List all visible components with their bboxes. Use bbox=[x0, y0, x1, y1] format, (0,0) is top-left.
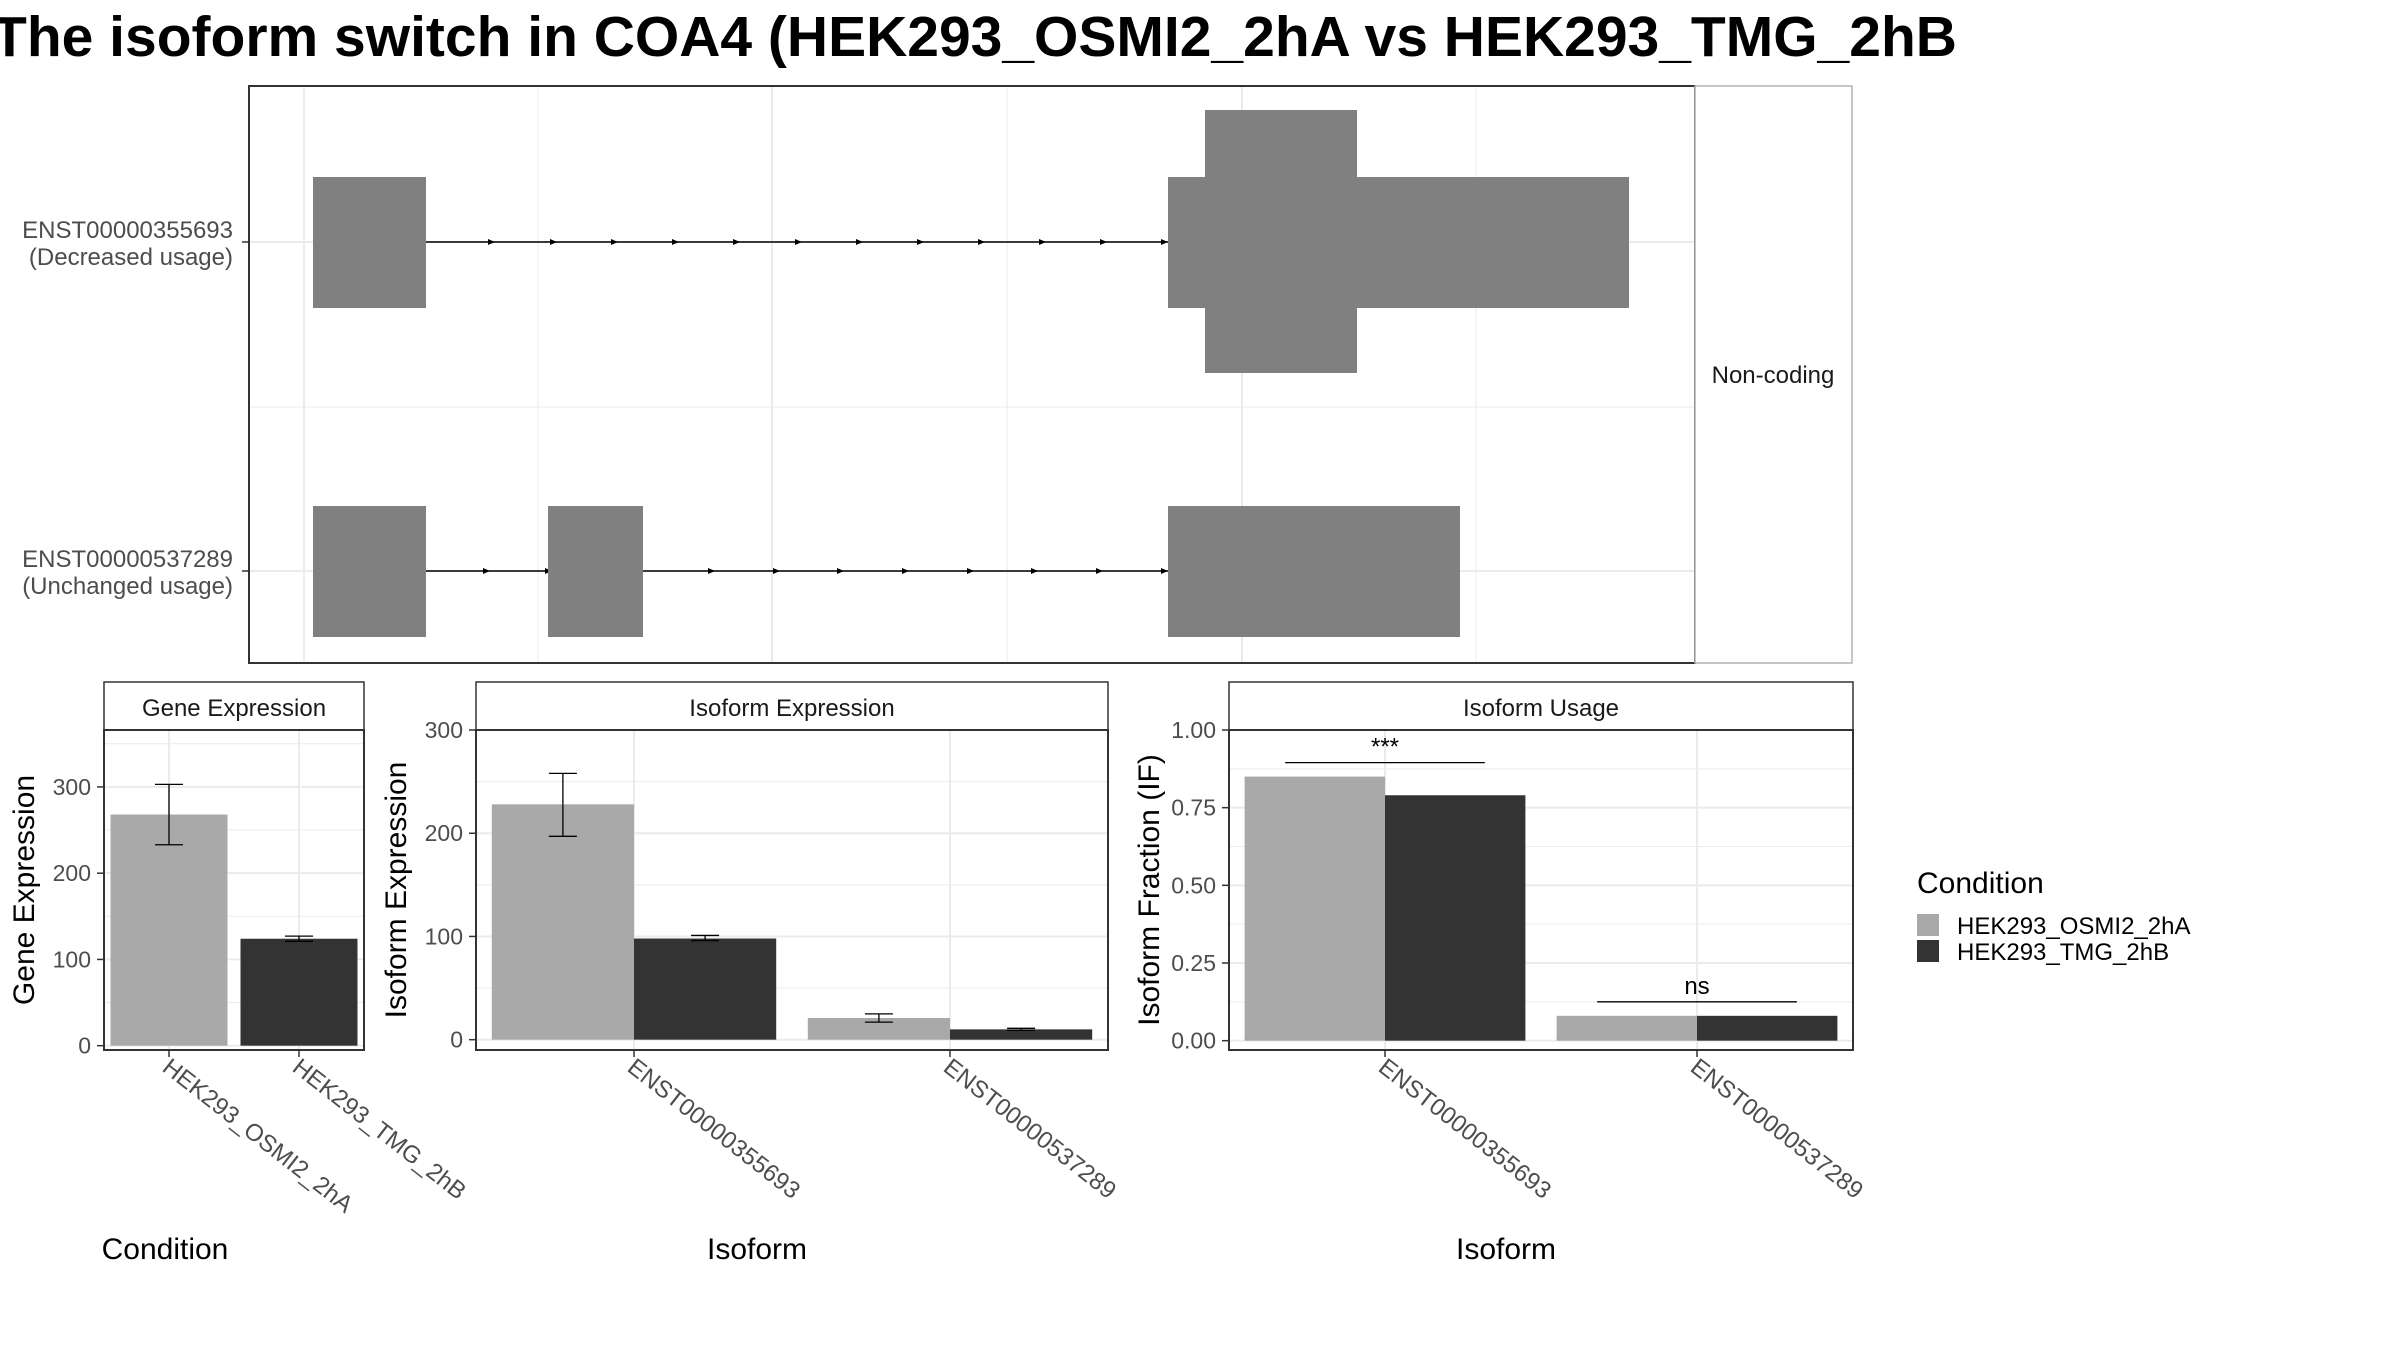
bar bbox=[1385, 795, 1526, 1041]
transcript-usage-note: (Unchanged usage) bbox=[22, 573, 233, 600]
transcript-id-label: ENST00000537289 bbox=[22, 546, 233, 573]
arrow-icon bbox=[837, 568, 844, 574]
y-tick-label: 100 bbox=[53, 946, 91, 972]
facet-strip bbox=[103, 681, 365, 731]
legend-key-osmi bbox=[1917, 914, 1939, 936]
y-tick-label: 0.00 bbox=[1171, 1028, 1216, 1054]
arrow-icon bbox=[1161, 239, 1168, 245]
facet-strip bbox=[1228, 681, 1854, 731]
significance-label: ns bbox=[1684, 973, 1709, 1000]
transcript-ENST00000537289-model bbox=[313, 506, 1460, 637]
y-tick-label: 0.25 bbox=[1171, 950, 1216, 976]
y-tick-label: 0.50 bbox=[1171, 872, 1216, 898]
bar bbox=[950, 1029, 1093, 1040]
x-tick-label: ENST00000355693 bbox=[1373, 1053, 1556, 1204]
panel-border bbox=[103, 729, 365, 1051]
x-axis-label: Isoform bbox=[1456, 1233, 1556, 1266]
facet-label: Non-coding bbox=[1712, 362, 1835, 389]
legend-title: Condition bbox=[1917, 867, 2044, 900]
y-tick-label: 0.75 bbox=[1171, 795, 1216, 821]
y-tick-label: 300 bbox=[53, 774, 91, 800]
panel-border bbox=[475, 729, 1109, 1051]
arrow-icon bbox=[795, 239, 802, 245]
arrow-icon bbox=[488, 239, 495, 245]
facet-strip bbox=[1694, 85, 1853, 664]
legend: Condition HEK293_OSMI2_2hA HEK293_TMG_2h… bbox=[1917, 867, 2190, 966]
y-tick-label: 1.00 bbox=[1171, 717, 1216, 743]
legend-entry: HEK293_OSMI2_2hA bbox=[1957, 913, 2190, 940]
coding-exon bbox=[1205, 110, 1357, 373]
y-axis-label: Isoform Expression bbox=[380, 762, 413, 1019]
y-tick-label: 0 bbox=[450, 1027, 463, 1053]
transcript-ENST00000355693-model bbox=[313, 110, 1629, 373]
arrow-icon bbox=[856, 239, 863, 245]
transcript-id-label: ENST00000355693 bbox=[22, 217, 233, 244]
intron-direction-arrows bbox=[488, 239, 1168, 245]
y-tick-label: 300 bbox=[425, 717, 463, 743]
y-tick-label: 0 bbox=[78, 1033, 91, 1059]
legend-entry: HEK293_TMG_2hB bbox=[1957, 939, 2169, 966]
arrow-icon bbox=[1161, 568, 1168, 574]
isoform-expression-panel: Isoform Expression 0 100 200 300 ENST00000355… bbox=[380, 681, 1121, 1266]
structure-panel-background bbox=[249, 86, 1695, 663]
arrow-icon bbox=[978, 239, 985, 245]
facet-strip-title: Isoform Expression bbox=[689, 695, 894, 722]
arrow-icon bbox=[672, 239, 679, 245]
arrow-icon bbox=[1096, 568, 1103, 574]
arrow-icon bbox=[902, 568, 909, 574]
bar bbox=[1244, 776, 1385, 1041]
bar bbox=[491, 804, 634, 1040]
exon bbox=[313, 506, 426, 637]
significance-label: *** bbox=[1371, 734, 1399, 761]
x-axis-label: Condition bbox=[102, 1233, 229, 1266]
arrow-icon bbox=[773, 568, 780, 574]
exon bbox=[548, 506, 643, 637]
y-axis-label: Gene Expression bbox=[8, 775, 41, 1005]
bar bbox=[1556, 1015, 1697, 1041]
bar bbox=[807, 1018, 950, 1040]
structure-panel: Non-coding ENST00000355693 (Decreased us… bbox=[22, 85, 1853, 664]
x-tick-label: ENST00000537289 bbox=[938, 1053, 1121, 1204]
bar bbox=[634, 938, 777, 1040]
arrow-icon bbox=[708, 568, 715, 574]
bar bbox=[110, 814, 228, 1046]
arrow-icon bbox=[611, 239, 618, 245]
arrow-icon bbox=[733, 239, 740, 245]
legend-key-tmg bbox=[1917, 940, 1939, 962]
arrow-icon bbox=[1039, 239, 1046, 245]
exon bbox=[313, 177, 426, 308]
x-tick-label: ENST00000355693 bbox=[622, 1053, 805, 1204]
arrow-icon bbox=[550, 239, 557, 245]
isoform-usage-panel: Isoform Usage *** ns 0.00 0.25 0.50 0.75 1.00 EN… bbox=[1133, 681, 1868, 1266]
exon bbox=[1168, 506, 1460, 637]
facet-strip-title: Isoform Usage bbox=[1463, 695, 1619, 722]
y-tick-label: 200 bbox=[53, 860, 91, 886]
bar bbox=[1697, 1015, 1838, 1041]
y-tick-label: 100 bbox=[425, 923, 463, 949]
facet-strip-title: Gene Expression bbox=[142, 695, 326, 722]
x-tick-label: ENST00000537289 bbox=[1685, 1053, 1868, 1204]
arrow-icon bbox=[917, 239, 924, 245]
arrow-icon bbox=[1031, 568, 1038, 574]
arrow-icon bbox=[483, 568, 490, 574]
y-tick-label: 200 bbox=[425, 820, 463, 846]
x-axis-label: Isoform bbox=[707, 1233, 807, 1266]
arrow-icon bbox=[1100, 239, 1107, 245]
bar bbox=[240, 938, 358, 1046]
panel-border bbox=[1228, 729, 1854, 1051]
transcript-usage-note: (Decreased usage) bbox=[29, 244, 233, 271]
arrow-icon bbox=[967, 568, 974, 574]
y-axis-label: Isoform Fraction (IF) bbox=[1133, 754, 1166, 1026]
figure-title: The isoform switch in COA4 (HEK293_OSMI2… bbox=[0, 5, 1957, 69]
intron-direction-arrows bbox=[483, 568, 1168, 574]
